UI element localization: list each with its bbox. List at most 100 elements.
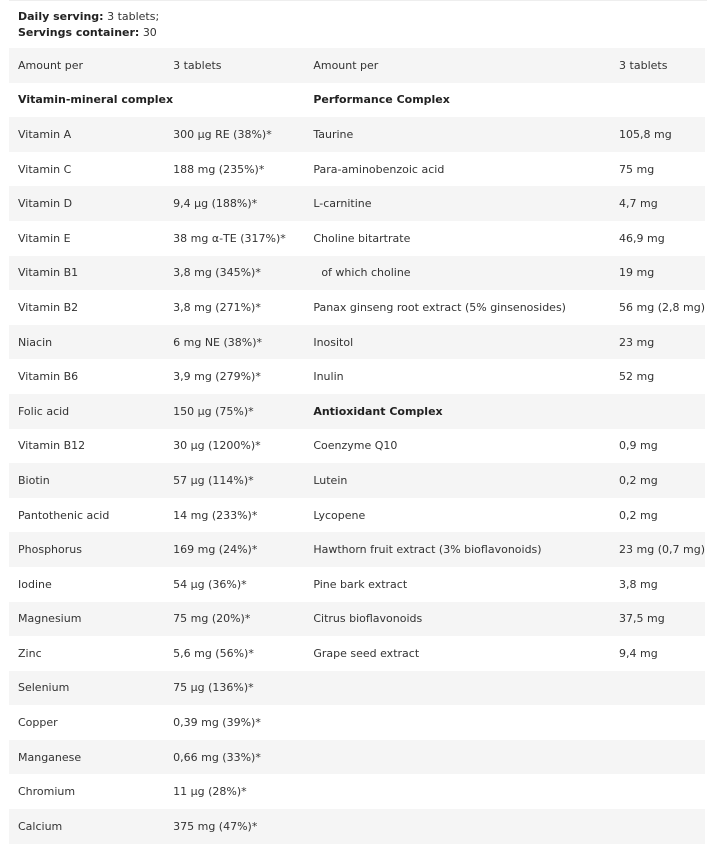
- table-row: Chromium 11 µg (28%)*: [9, 774, 705, 809]
- ingredient-name: [313, 809, 619, 844]
- ingredient-name: Grape seed extract: [313, 646, 420, 660]
- ingredient-name: Vitamin A: [18, 127, 72, 141]
- ingredient-amount: 0,39 mg (39%)*: [173, 716, 261, 730]
- header-cell: Amount per: [18, 58, 83, 72]
- ingredient-amount: 57 µg (114%)*: [173, 473, 254, 487]
- table-row: Copper 0,39 mg (39%)*: [9, 705, 705, 740]
- ingredient-name: Hawthorn fruit extract (3% bioflavonoids…: [313, 543, 542, 557]
- table-row: Vitamin-mineral complex Performance Compl…: [9, 83, 705, 118]
- ingredient-amount: 375 mg (47%)*: [173, 819, 258, 833]
- ingredient-amount: 6 mg NE (38%)*: [173, 335, 263, 349]
- ingredient-amount: 150 µg (75%)*: [173, 404, 254, 418]
- ingredient-name: Copper: [18, 716, 58, 730]
- serving-info: Daily serving: 3 tablets; Servings conta…: [18, 9, 159, 41]
- ingredient-name: Zinc: [18, 646, 42, 660]
- ingredient-amount: [173, 83, 313, 118]
- ingredient-name: Niacin: [18, 335, 53, 349]
- ingredient-amount: 0,2 mg: [619, 473, 658, 487]
- table-row: Vitamin B2 3,8 mg (271%)* Panax ginseng ro…: [9, 290, 705, 325]
- ingredient-amount: [619, 705, 705, 740]
- table-row: Folic acid 150 µg (75%)* Antioxidant Compl…: [9, 393, 705, 429]
- ingredient-name: Vitamin C: [18, 162, 72, 176]
- servings-container-value: 30: [142, 26, 157, 39]
- ingredient-name: Taurine: [313, 127, 354, 141]
- section-heading: Performance Complex: [313, 93, 450, 107]
- table-row: Vitamin B12 30 µg (1200%)* Coenzyme Q10 0,9…: [9, 429, 705, 464]
- ingredient-name: [313, 705, 619, 740]
- ingredient-name: L-carnitine: [313, 197, 372, 211]
- ingredient-amount: 75 µg (136%)*: [173, 681, 254, 695]
- nutrition-table: Amount per 3 tablets Amount per 3 tablet…: [9, 48, 705, 844]
- header-cell: Amount per: [313, 58, 379, 72]
- ingredient-name: Calcium: [18, 819, 63, 833]
- ingredient-amount: 37,5 mg: [619, 612, 665, 626]
- table-row: Vitamin B6 3,9 mg (279%)* Inulin 52 mg: [9, 359, 705, 394]
- ingredient-amount: 23 mg (0,7 mg): [619, 543, 705, 557]
- ingredient-name: Chromium: [18, 785, 76, 799]
- ingredient-name: Lycopene: [313, 508, 366, 522]
- top-divider: [9, 0, 707, 1]
- ingredient-name: Para-aminobenzoic acid: [313, 162, 445, 176]
- ingredient-name: Magnesium: [18, 612, 82, 626]
- table-row: Zinc 5,6 mg (56%)* Grape seed extract 9,4 m…: [9, 636, 705, 671]
- table-row: Vitamin B1 3,8 mg (345%)* of which choline…: [9, 255, 705, 291]
- ingredient-amount: 23 mg: [619, 335, 655, 349]
- ingredient-amount: 3,9 mg (279%)*: [173, 370, 261, 384]
- ingredient-amount: 11 µg (28%)*: [173, 785, 247, 799]
- ingredient-name: Phosphorus: [18, 543, 82, 557]
- ingredient-name: Inulin: [313, 370, 344, 384]
- ingredient-amount: 56 mg (2,8 mg): [619, 300, 705, 314]
- ingredient-name: Vitamin B12: [18, 439, 86, 453]
- ingredient-amount: 46,9 mg: [619, 231, 665, 245]
- ingredient-name: Pine bark extract: [313, 577, 408, 591]
- daily-serving-label: Daily serving:: [18, 10, 104, 23]
- ingredient-amount: 54 µg (36%)*: [173, 577, 247, 591]
- ingredient-name: Folic acid: [18, 404, 70, 418]
- table-row: Manganese 0,66 mg (33%)*: [9, 739, 705, 775]
- table-row: Vitamin D 9,4 µg (188%)* L-carnitine 4,7 mg: [9, 186, 705, 221]
- ingredient-amount: 75 mg: [619, 162, 655, 176]
- ingredient-name: Panax ginseng root extract (5% ginsenosi…: [313, 300, 566, 314]
- ingredient-amount: 3,8 mg: [619, 577, 658, 591]
- ingredient-name: Biotin: [18, 473, 50, 487]
- table-row: Iodine 54 µg (36%)* Pine bark extract 3,8 m…: [9, 567, 705, 602]
- ingredient-amount: 105,8 mg: [619, 127, 672, 141]
- ingredient-amount: 9,4 µg (188%)*: [173, 197, 258, 211]
- table-row: Vitamin E 38 mg α-TE (317%)* Choline bitar…: [9, 221, 705, 256]
- ingredient-amount: 4,7 mg: [619, 197, 658, 211]
- ingredient-amount: 38 mg α-TE (317%)*: [173, 231, 286, 245]
- ingredient-amount: 14 mg (233%)*: [173, 508, 258, 522]
- ingredient-name: Inositol: [313, 335, 354, 349]
- table-row: Niacin 6 mg NE (38%)* Inositol 23 mg: [9, 324, 705, 360]
- ingredient-amount: 3,8 mg (271%)*: [173, 300, 261, 314]
- daily-serving: Daily serving: 3 tablets;: [18, 9, 159, 25]
- ingredient-name: Choline bitartrate: [313, 231, 411, 245]
- ingredient-amount: 19 mg: [619, 266, 655, 280]
- ingredient-amount: [619, 809, 705, 844]
- table-row: Magnesium 75 mg (20%)* Citrus bioflavonoid…: [9, 601, 705, 637]
- table-row: Biotin 57 µg (114%)* Lutein 0,2 mg: [9, 463, 705, 498]
- header-cell: 3 tablets: [173, 58, 222, 72]
- ingredient-name: Vitamin B6: [18, 370, 79, 384]
- ingredient-name: Vitamin D: [18, 197, 73, 211]
- table-row: Selenium 75 µg (136%)*: [9, 670, 705, 706]
- table-header-row: Amount per 3 tablets Amount per 3 tablet…: [9, 48, 705, 83]
- section-heading: Antioxidant Complex: [313, 404, 443, 418]
- ingredient-amount: [619, 740, 705, 775]
- ingredient-amount: 30 µg (1200%)*: [173, 439, 261, 453]
- ingredient-amount: 0,9 mg: [619, 439, 658, 453]
- table-row: Vitamin C 188 mg (235%)* Para-aminobenzoic…: [9, 152, 705, 187]
- ingredient-name: Citrus bioflavonoids: [313, 612, 423, 626]
- servings-container: Servings container: 30: [18, 25, 159, 41]
- table-row: Calcium 375 mg (47%)*: [9, 809, 705, 844]
- ingredient-name: [313, 740, 619, 775]
- ingredient-name: of which choline: [321, 266, 411, 280]
- ingredient-amount: [619, 83, 705, 118]
- ingredient-amount: [619, 671, 705, 706]
- header-cell: 3 tablets: [619, 58, 668, 72]
- ingredient-amount: 9,4 mg: [619, 646, 658, 660]
- ingredient-amount: 188 mg (235%)*: [173, 162, 265, 176]
- table-row: Phosphorus 169 mg (24%)* Hawthorn fruit ex…: [9, 532, 705, 567]
- ingredient-name: Lutein: [313, 473, 348, 487]
- daily-serving-value: 3 tablets;: [107, 10, 160, 23]
